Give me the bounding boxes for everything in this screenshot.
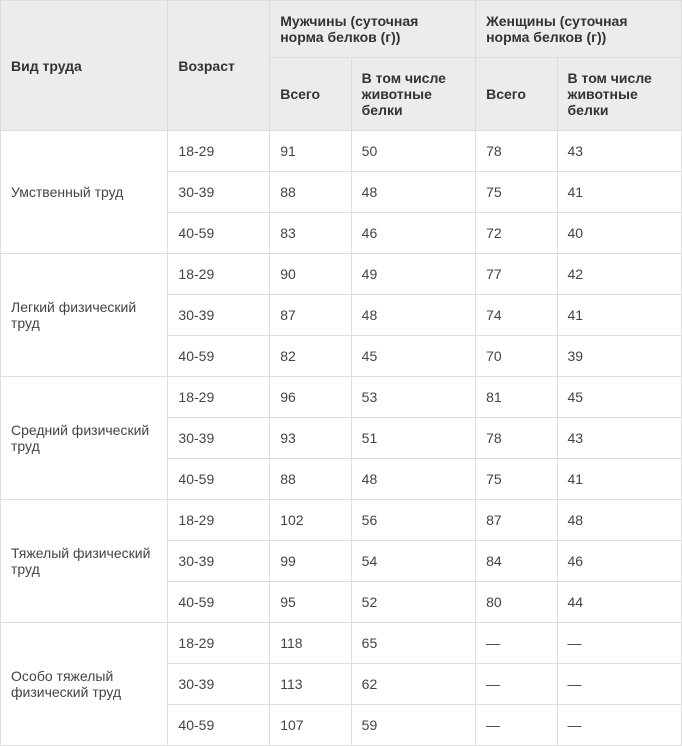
women-animal-cell: — [557, 705, 681, 746]
men-animal-cell: 48 [351, 295, 475, 336]
men-animal-cell: 52 [351, 582, 475, 623]
women-animal-cell: 45 [557, 377, 681, 418]
protein-norms-table: Вид труда Возраст Мужчины (суточная норм… [0, 0, 682, 746]
men-animal-cell: 48 [351, 172, 475, 213]
women-total-cell: 84 [476, 541, 557, 582]
labor-type-cell: Легкий физический труд [1, 254, 168, 377]
age-cell: 30-39 [168, 664, 270, 705]
men-total-cell: 88 [270, 172, 351, 213]
men-total-cell: 95 [270, 582, 351, 623]
header-women-group: Женщины (суточная норма белков (г)) [476, 1, 682, 58]
men-total-cell: 107 [270, 705, 351, 746]
women-total-cell: 78 [476, 131, 557, 172]
women-animal-cell: — [557, 623, 681, 664]
header-men-total: Всего [270, 58, 351, 131]
header-women-animal: В том числе животные белки [557, 58, 681, 131]
age-cell: 40-59 [168, 582, 270, 623]
table-row: Средний физический труд18-2996538145 [1, 377, 682, 418]
men-total-cell: 118 [270, 623, 351, 664]
women-total-cell: 72 [476, 213, 557, 254]
women-total-cell: 70 [476, 336, 557, 377]
men-animal-cell: 48 [351, 459, 475, 500]
women-total-cell: 87 [476, 500, 557, 541]
men-animal-cell: 49 [351, 254, 475, 295]
age-cell: 30-39 [168, 172, 270, 213]
men-total-cell: 93 [270, 418, 351, 459]
age-cell: 18-29 [168, 254, 270, 295]
women-animal-cell: 41 [557, 459, 681, 500]
header-men-group: Мужчины (суточная норма белков (г)) [270, 1, 476, 58]
women-total-cell: — [476, 664, 557, 705]
age-cell: 40-59 [168, 705, 270, 746]
men-animal-cell: 54 [351, 541, 475, 582]
table-body: Умственный труд18-299150784330-398848754… [1, 131, 682, 746]
age-cell: 40-59 [168, 336, 270, 377]
age-cell: 30-39 [168, 418, 270, 459]
men-animal-cell: 65 [351, 623, 475, 664]
age-cell: 18-29 [168, 623, 270, 664]
men-total-cell: 87 [270, 295, 351, 336]
women-animal-cell: 48 [557, 500, 681, 541]
women-total-cell: 77 [476, 254, 557, 295]
men-total-cell: 83 [270, 213, 351, 254]
header-age: Возраст [168, 1, 270, 131]
women-animal-cell: 40 [557, 213, 681, 254]
women-total-cell: 80 [476, 582, 557, 623]
women-animal-cell: 41 [557, 172, 681, 213]
women-total-cell: 75 [476, 459, 557, 500]
women-animal-cell: 43 [557, 418, 681, 459]
table-row: Особо тяжелый физический труд18-2911865—… [1, 623, 682, 664]
men-animal-cell: 56 [351, 500, 475, 541]
table-header: Вид труда Возраст Мужчины (суточная норм… [1, 1, 682, 131]
age-cell: 40-59 [168, 459, 270, 500]
women-animal-cell: 46 [557, 541, 681, 582]
table-row: Тяжелый физический труд18-29102568748 [1, 500, 682, 541]
men-total-cell: 91 [270, 131, 351, 172]
age-cell: 18-29 [168, 377, 270, 418]
women-animal-cell: 39 [557, 336, 681, 377]
header-women-total: Всего [476, 58, 557, 131]
women-total-cell: 78 [476, 418, 557, 459]
age-cell: 18-29 [168, 131, 270, 172]
men-animal-cell: 46 [351, 213, 475, 254]
age-cell: 30-39 [168, 295, 270, 336]
men-total-cell: 90 [270, 254, 351, 295]
women-animal-cell: 44 [557, 582, 681, 623]
men-total-cell: 82 [270, 336, 351, 377]
men-total-cell: 96 [270, 377, 351, 418]
women-animal-cell: 41 [557, 295, 681, 336]
women-total-cell: — [476, 705, 557, 746]
labor-type-cell: Тяжелый физический труд [1, 500, 168, 623]
men-total-cell: 113 [270, 664, 351, 705]
women-animal-cell: 43 [557, 131, 681, 172]
table-row: Легкий физический труд18-2990497742 [1, 254, 682, 295]
labor-type-cell: Средний физический труд [1, 377, 168, 500]
men-total-cell: 99 [270, 541, 351, 582]
women-animal-cell: — [557, 664, 681, 705]
header-men-animal: В том числе животные белки [351, 58, 475, 131]
age-cell: 40-59 [168, 213, 270, 254]
men-animal-cell: 45 [351, 336, 475, 377]
labor-type-cell: Особо тяжелый физический труд [1, 623, 168, 746]
header-labor-type: Вид труда [1, 1, 168, 131]
women-animal-cell: 42 [557, 254, 681, 295]
men-animal-cell: 53 [351, 377, 475, 418]
women-total-cell: — [476, 623, 557, 664]
men-total-cell: 102 [270, 500, 351, 541]
men-animal-cell: 51 [351, 418, 475, 459]
men-animal-cell: 59 [351, 705, 475, 746]
women-total-cell: 75 [476, 172, 557, 213]
women-total-cell: 81 [476, 377, 557, 418]
age-cell: 30-39 [168, 541, 270, 582]
men-total-cell: 88 [270, 459, 351, 500]
women-total-cell: 74 [476, 295, 557, 336]
table-row: Умственный труд18-2991507843 [1, 131, 682, 172]
labor-type-cell: Умственный труд [1, 131, 168, 254]
men-animal-cell: 50 [351, 131, 475, 172]
age-cell: 18-29 [168, 500, 270, 541]
men-animal-cell: 62 [351, 664, 475, 705]
